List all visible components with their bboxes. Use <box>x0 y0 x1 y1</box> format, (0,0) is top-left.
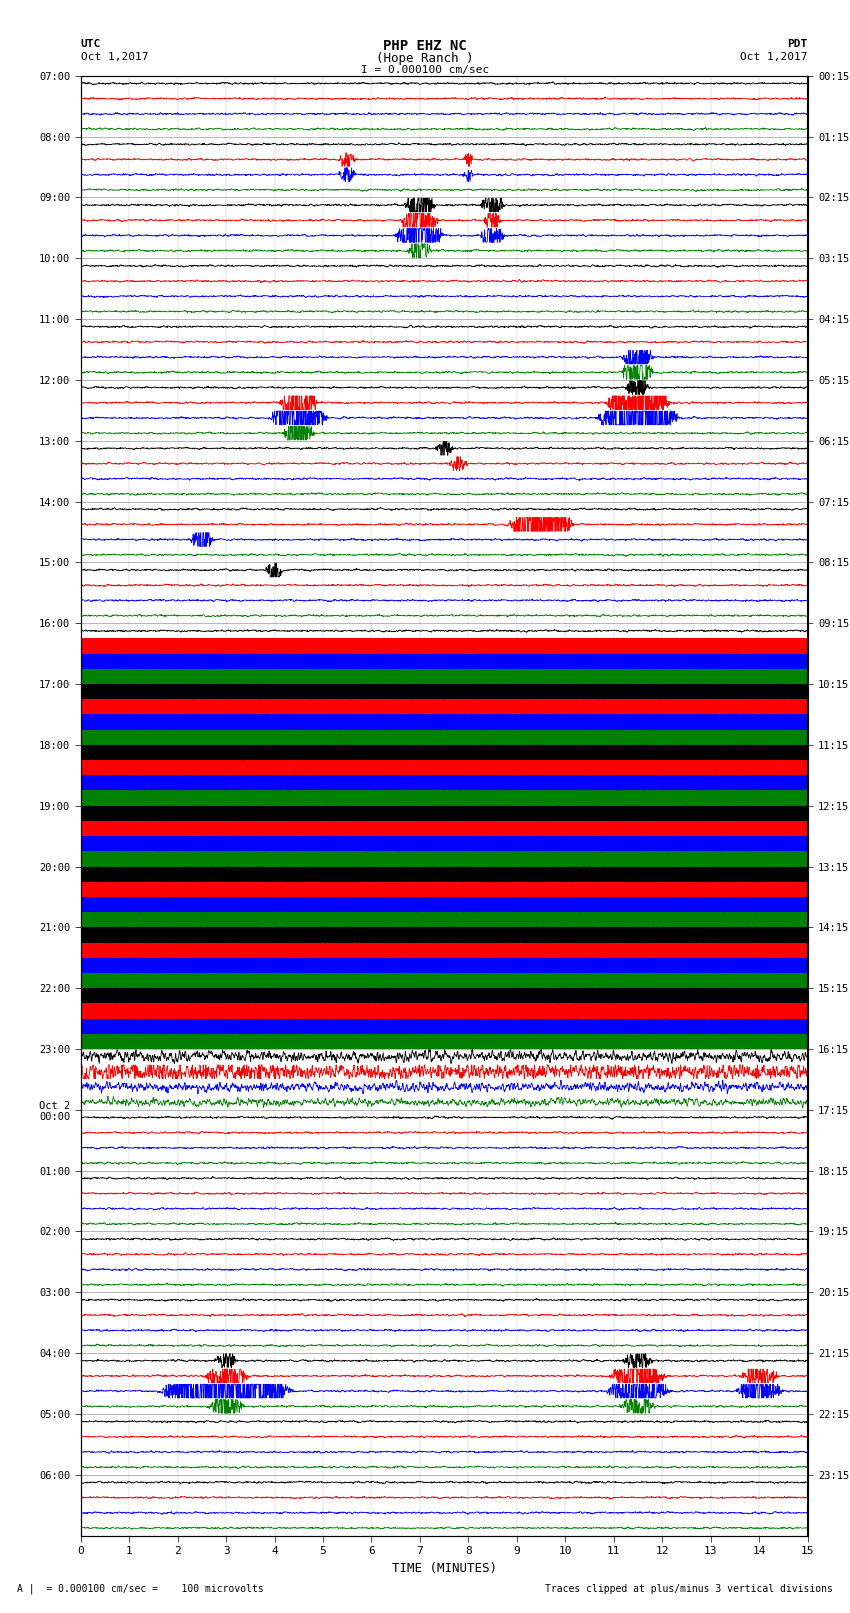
Bar <box>81 927 808 942</box>
Bar <box>81 684 808 700</box>
Text: I = 0.000100 cm/sec: I = 0.000100 cm/sec <box>361 65 489 74</box>
Bar <box>81 729 808 745</box>
Text: (Hope Ranch ): (Hope Ranch ) <box>377 52 473 65</box>
Bar <box>81 653 808 669</box>
Text: UTC: UTC <box>81 39 101 48</box>
Bar <box>81 866 808 882</box>
Bar <box>81 639 808 653</box>
Bar <box>81 1003 808 1018</box>
Text: Traces clipped at plus/minus 3 vertical divisions: Traces clipped at plus/minus 3 vertical … <box>545 1584 833 1594</box>
Text: Oct 1,2017: Oct 1,2017 <box>740 52 808 61</box>
Bar <box>81 700 808 715</box>
Bar <box>81 1034 808 1048</box>
Bar <box>81 897 808 911</box>
Bar <box>81 806 808 821</box>
Bar <box>81 882 808 897</box>
Bar <box>81 911 808 927</box>
Bar <box>81 715 808 729</box>
Text: PHP EHZ NC: PHP EHZ NC <box>383 39 467 53</box>
Bar <box>81 1018 808 1034</box>
Bar <box>81 745 808 760</box>
Text: A |  = 0.000100 cm/sec =    100 microvolts: A | = 0.000100 cm/sec = 100 microvolts <box>17 1582 264 1594</box>
Bar <box>81 776 808 790</box>
Bar <box>81 760 808 776</box>
Bar <box>81 669 808 684</box>
X-axis label: TIME (MINUTES): TIME (MINUTES) <box>392 1561 496 1574</box>
Bar <box>81 958 808 973</box>
Bar <box>81 973 808 989</box>
Bar <box>81 836 808 852</box>
Bar <box>81 821 808 836</box>
Text: Oct 1,2017: Oct 1,2017 <box>81 52 148 61</box>
Bar <box>81 942 808 958</box>
Bar <box>81 790 808 806</box>
Text: PDT: PDT <box>787 39 808 48</box>
Bar <box>81 989 808 1003</box>
Bar <box>81 852 808 866</box>
